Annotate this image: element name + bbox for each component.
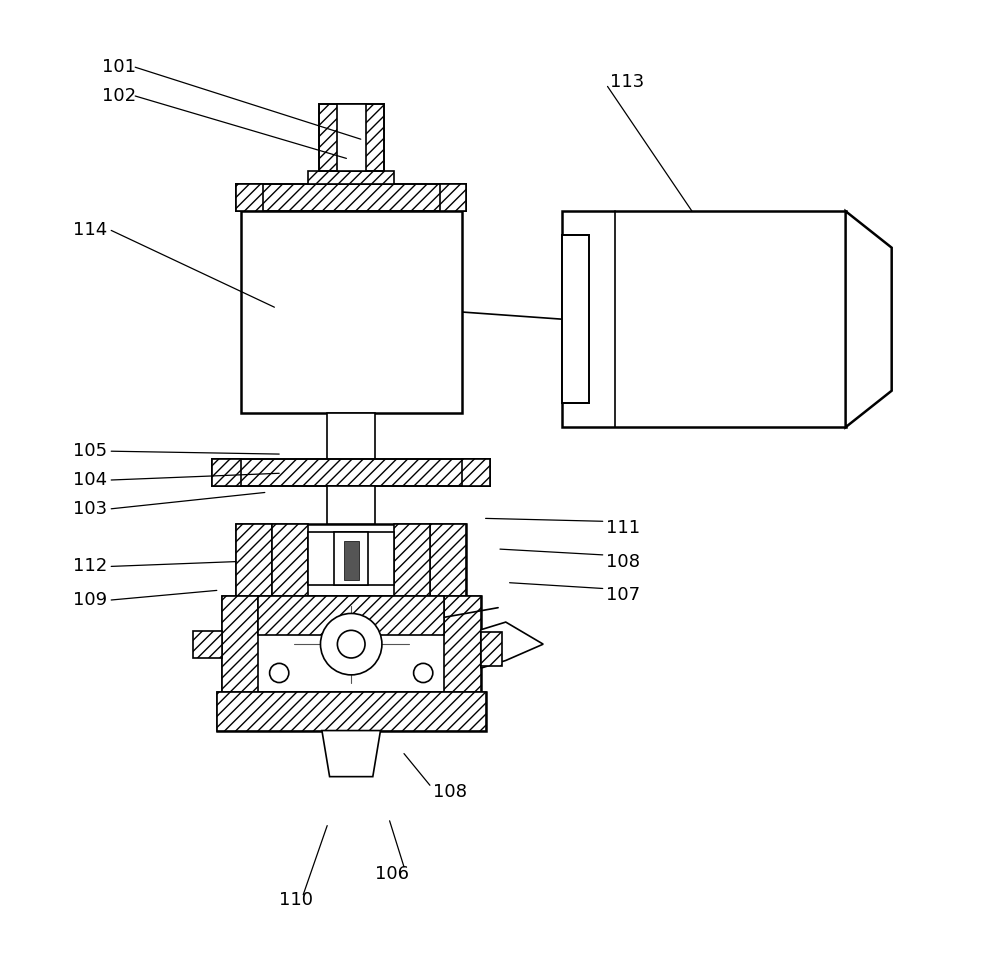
Bar	[258, 596, 444, 635]
Polygon shape	[193, 631, 222, 658]
Text: 108: 108	[606, 553, 640, 570]
Bar	[327, 413, 375, 461]
Bar	[444, 596, 481, 692]
Bar	[222, 596, 481, 692]
Polygon shape	[481, 622, 543, 668]
Text: 106: 106	[375, 865, 409, 882]
Bar	[319, 104, 384, 171]
Bar	[562, 211, 846, 427]
Bar	[337, 104, 366, 171]
Bar	[222, 596, 258, 692]
Circle shape	[270, 663, 289, 683]
Text: 111: 111	[606, 519, 640, 537]
Text: 110: 110	[279, 892, 313, 909]
Bar	[241, 211, 462, 413]
Text: 113: 113	[610, 73, 645, 90]
Text: 109: 109	[73, 591, 107, 609]
Bar	[462, 459, 490, 486]
Text: 102: 102	[102, 87, 136, 105]
Circle shape	[320, 613, 382, 675]
Bar	[236, 184, 263, 211]
Bar	[562, 235, 589, 403]
Text: 112: 112	[73, 558, 107, 575]
Bar	[344, 541, 359, 580]
Bar	[430, 524, 466, 596]
Bar	[272, 524, 308, 596]
Text: 101: 101	[102, 59, 136, 76]
Circle shape	[337, 631, 365, 658]
Text: 104: 104	[73, 471, 107, 489]
Text: 114: 114	[73, 222, 107, 239]
Bar	[217, 692, 486, 731]
Bar	[481, 632, 502, 666]
Bar	[394, 524, 430, 596]
Polygon shape	[846, 211, 892, 427]
Text: 107: 107	[606, 587, 640, 604]
Text: 108: 108	[433, 783, 467, 801]
Circle shape	[414, 663, 433, 683]
Bar	[334, 532, 368, 585]
Bar	[308, 171, 394, 184]
Bar	[212, 459, 241, 486]
Polygon shape	[322, 731, 380, 777]
Bar	[236, 524, 466, 596]
Bar	[236, 524, 272, 596]
Text: 103: 103	[73, 500, 107, 517]
Bar	[440, 184, 466, 211]
Bar	[236, 184, 466, 211]
Bar	[327, 486, 375, 524]
Bar	[212, 459, 490, 486]
Text: 105: 105	[73, 443, 107, 460]
Bar	[308, 532, 394, 585]
Bar	[217, 692, 486, 731]
